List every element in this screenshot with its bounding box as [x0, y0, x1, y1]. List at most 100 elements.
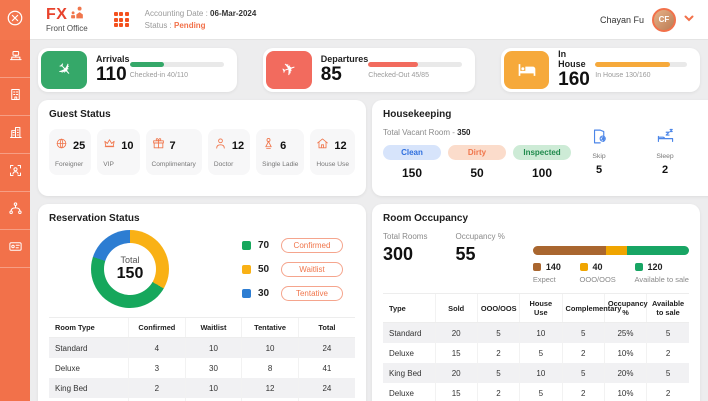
column-header: OOO/OOS: [476, 293, 520, 323]
inspected-pill[interactable]: Inspected: [513, 145, 572, 160]
expect-label: Expect: [532, 275, 556, 284]
apps-grid-icon[interactable]: [113, 12, 129, 27]
column-header: Room Type: [49, 317, 129, 338]
sidebar-item-property[interactable]: [0, 116, 30, 154]
arrivals-value: 110: [96, 64, 127, 86]
room-occupancy-panel: Room Occupancy Total Rooms 300 Occupancy…: [372, 204, 700, 401]
reservation-donut-chart: Total 150: [91, 230, 169, 308]
waitlist-value: 50: [258, 263, 270, 275]
tentative-chip[interactable]: Tentative: [281, 285, 343, 301]
sleep-label: Sleep: [656, 153, 674, 160]
column-header: Total: [297, 317, 355, 338]
occupancy-title: Room Occupancy: [383, 213, 469, 224]
doctor-icon: [214, 137, 227, 155]
housekeeping-title: Housekeeping: [383, 109, 452, 120]
sidebar-item-guest[interactable]: [0, 154, 30, 192]
occupancy-table: Type Sold OOO/OOS House Use Complementar…: [383, 293, 689, 401]
skip-stat: Skip 5: [571, 128, 627, 180]
sleep-value: 2: [661, 164, 669, 176]
sidebar-item-hotel[interactable]: [0, 78, 30, 116]
column-header: Tentative: [241, 317, 299, 338]
arrivals-caption: Checked-in 40/110: [129, 71, 188, 79]
dirty-count: 50: [470, 166, 484, 180]
top-header: FX Front Office Accounting Date : 06-Mar…: [30, 0, 708, 40]
table-row: Standard 20 5 10 5 25% 5: [383, 322, 689, 343]
legend-waitlist: 50 Waitlist: [242, 261, 343, 277]
departures-caption: Checked-Out 45/85: [368, 71, 429, 79]
person-discrepancy-label: Person Discrepancy: [703, 153, 708, 160]
kpi-row: ✈ Arrivals 110 Checked-in 40/110 ✈ Depar…: [38, 48, 700, 92]
ooo-oos-value: 40: [592, 262, 603, 272]
legend-available: 120 Available to sale: [634, 262, 689, 284]
key-card-icon: [8, 239, 23, 259]
guest-tile-doctor: 12 Doctor: [207, 129, 251, 175]
clean-pill[interactable]: Clean: [383, 145, 442, 160]
org-network-icon: [8, 201, 23, 221]
departures-value: 85: [320, 64, 342, 86]
guest-status-panel: Guest Status 25 Foreigner 10: [38, 100, 367, 196]
sidebar-item-org[interactable]: [0, 192, 30, 230]
menu-toggle-button[interactable]: [0, 0, 30, 40]
front-desk-icon: [8, 49, 23, 69]
donut-center-value: 150: [116, 265, 144, 282]
house-icon: [316, 137, 329, 155]
column-header: Confirmed: [128, 317, 186, 338]
total-rooms-value: 300: [383, 244, 414, 264]
dirty-pill[interactable]: Dirty: [448, 145, 507, 160]
waitlist-chip[interactable]: Waitlist: [281, 261, 343, 277]
occupancy-pct-value: 55: [455, 244, 476, 264]
column-header: Complementary: [561, 293, 621, 323]
available-swatch: [634, 263, 643, 271]
dashboard-content: ✈ Arrivals 110 Checked-in 40/110 ✈ Depar…: [30, 40, 708, 401]
occupancy-pct-stat: Occupancy % 55: [455, 232, 504, 284]
brand-text: FX: [46, 6, 68, 23]
available-value: 120: [647, 262, 663, 272]
legend-ooo-oos: 40 OOO/OOS: [579, 262, 616, 284]
table-row: King Bed 2 10 12 24: [49, 378, 355, 398]
user-menu[interactable]: Chayan Fu CF: [599, 7, 694, 32]
tentative-swatch: [242, 288, 251, 298]
person-discrepancy-value: 6: [703, 164, 708, 176]
occupancy-stacked-bar-chart: 140 Expect 40 OOO/OOS 120 Available to s…: [532, 246, 689, 284]
total-rooms-stat: Total Rooms 300: [383, 232, 427, 284]
app-logo: FX Front Office: [46, 6, 88, 33]
housekeeping-panel: Housekeeping Total Vacant Room - 350 Cle…: [372, 100, 708, 196]
confirmed-chip[interactable]: Confirmed: [281, 237, 343, 253]
inhouse-title: In House: [558, 48, 586, 70]
waitlist-swatch: [242, 264, 251, 274]
people-podium-icon: [69, 6, 85, 23]
confirmed-value: 70: [258, 239, 270, 251]
sidebar-item-keycard[interactable]: [0, 230, 30, 268]
status-badge: Pending: [174, 20, 206, 30]
avatar[interactable]: CF: [652, 7, 676, 32]
total-vacant-room: Total Vacant Room - 350: [383, 128, 471, 137]
legend-expect: 140 Expect: [532, 262, 561, 284]
inhouse-value: 160: [558, 69, 590, 91]
guest-tile-foreigner: 25 Foreigner: [49, 129, 92, 175]
crown-icon: [103, 137, 116, 155]
sleep-stat: Sleep 2: [637, 128, 693, 180]
expect-value: 140: [545, 262, 561, 272]
arrivals-card: ✈ Arrivals 110 Checked-in 40/110: [38, 48, 237, 92]
total-rooms-label: Total Rooms: [383, 232, 428, 241]
chevron-down-icon[interactable]: [684, 14, 694, 25]
accounting-info: Accounting Date : 06-Mar-2024 Status : P…: [145, 8, 257, 32]
occupancy-stacked-bar: [532, 246, 689, 255]
status-label: Status :: [144, 20, 172, 30]
globe-user-icon: [55, 137, 68, 155]
inhouse-caption: In House 130/160: [595, 71, 651, 79]
departures-card: ✈ Departures 85 Checked-Out 45/85: [262, 48, 476, 92]
reservation-table: Room Type Confirmed Waitlist Tentative T…: [49, 317, 355, 401]
inhouse-card: In House 160 In House 130/160: [501, 48, 700, 92]
reservation-legend: 70 Confirmed 50 Waitlist 30 Tentative: [242, 237, 343, 301]
inspected-count: 100: [532, 166, 553, 180]
user-name: Chayan Fu: [599, 14, 644, 25]
sidebar-item-front-desk[interactable]: [0, 40, 30, 78]
bed-icon: [504, 51, 550, 89]
circle-close-icon: [6, 9, 24, 32]
brand-subtitle: Front Office: [46, 24, 88, 33]
column-header: Occupancy %: [603, 293, 648, 323]
departures-progressbar: [368, 61, 463, 67]
